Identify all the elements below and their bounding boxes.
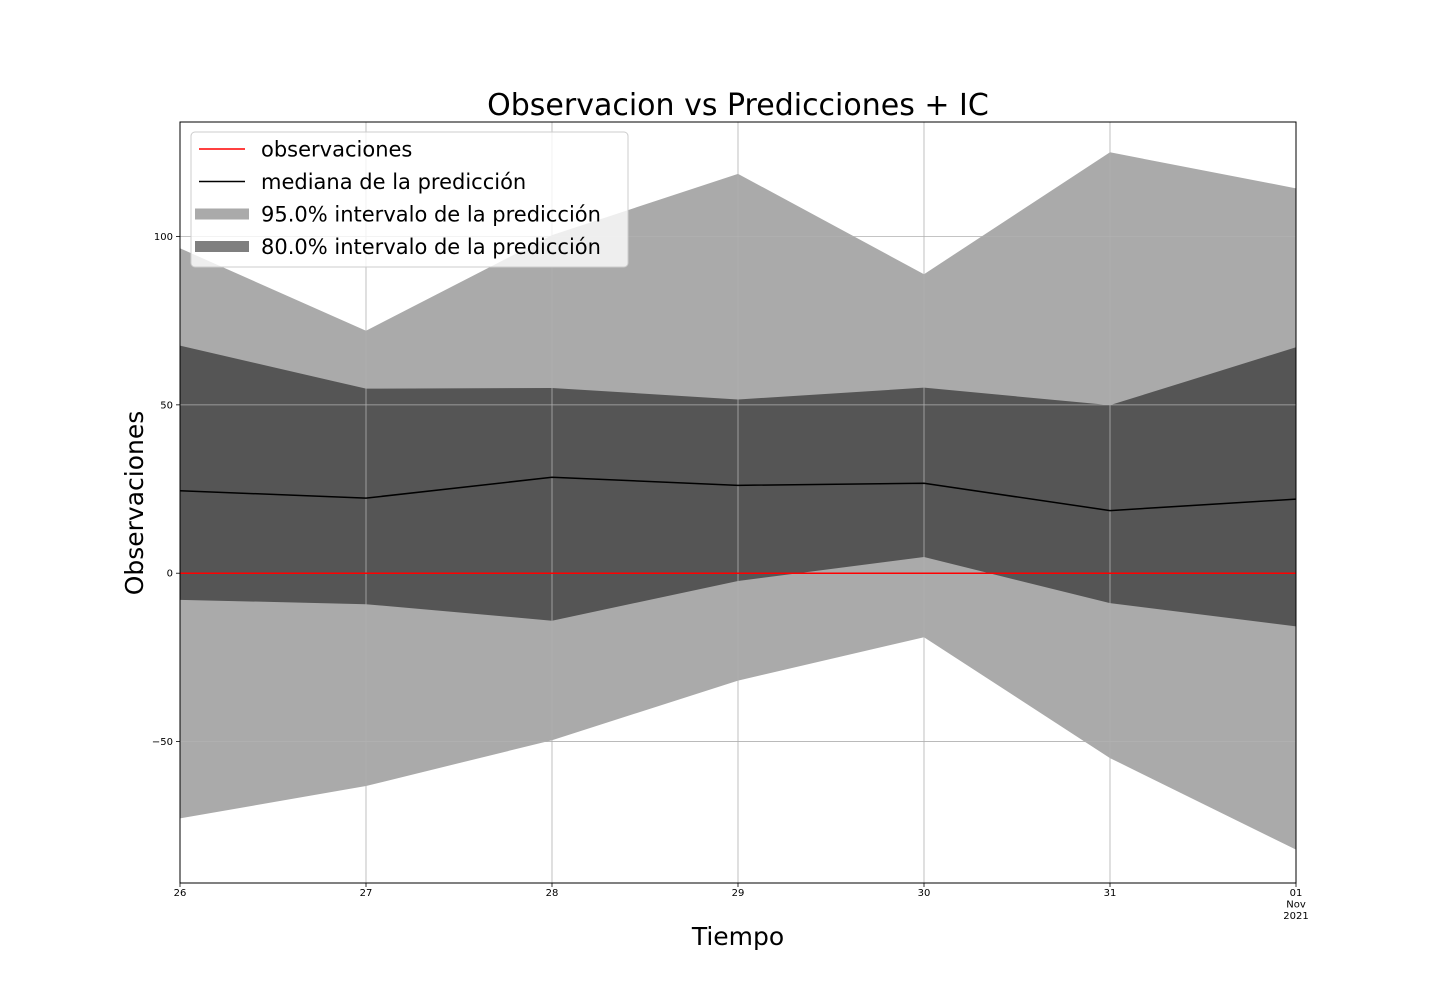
y-tick-label: 100: [154, 232, 173, 243]
y-tick-label: −50: [152, 737, 173, 748]
legend: observaciones mediana de la predicción 95.…: [190, 131, 629, 268]
x-axis-label: Tiempo: [691, 922, 784, 951]
plot-area: [179, 121, 1297, 884]
x-tick-label: 2021: [1283, 911, 1308, 922]
y-axis-label: Observaciones: [120, 411, 149, 596]
legend-swatch: [195, 241, 249, 252]
chart-title: Observacion vs Predicciones + IC: [487, 88, 989, 123]
x-tick-label: 27: [360, 888, 373, 899]
y-tick-label: 0: [167, 569, 173, 580]
x-tick-label: 31: [1104, 888, 1117, 899]
legend-entry-label: 95.0% intervalo de la predicción: [261, 203, 601, 227]
x-tick-label: 30: [918, 888, 931, 899]
x-tick-label: 26: [174, 888, 187, 899]
mediana-line: [179, 476, 1297, 512]
x-tick-label: 29: [732, 888, 745, 899]
legend-entry-label: 80.0% intervalo de la predicción: [261, 235, 601, 259]
x-tick-label: Nov: [1286, 900, 1306, 911]
legend-box: [190, 131, 629, 268]
y-tick-label: 50: [160, 400, 173, 411]
legend-swatch: [195, 208, 249, 220]
legend-entry-label: observaciones: [261, 138, 412, 162]
x-tick-label: 28: [546, 888, 559, 899]
x-tick-label: 01: [1290, 888, 1303, 899]
legend-entry-label: mediana de la predicción: [261, 170, 526, 194]
